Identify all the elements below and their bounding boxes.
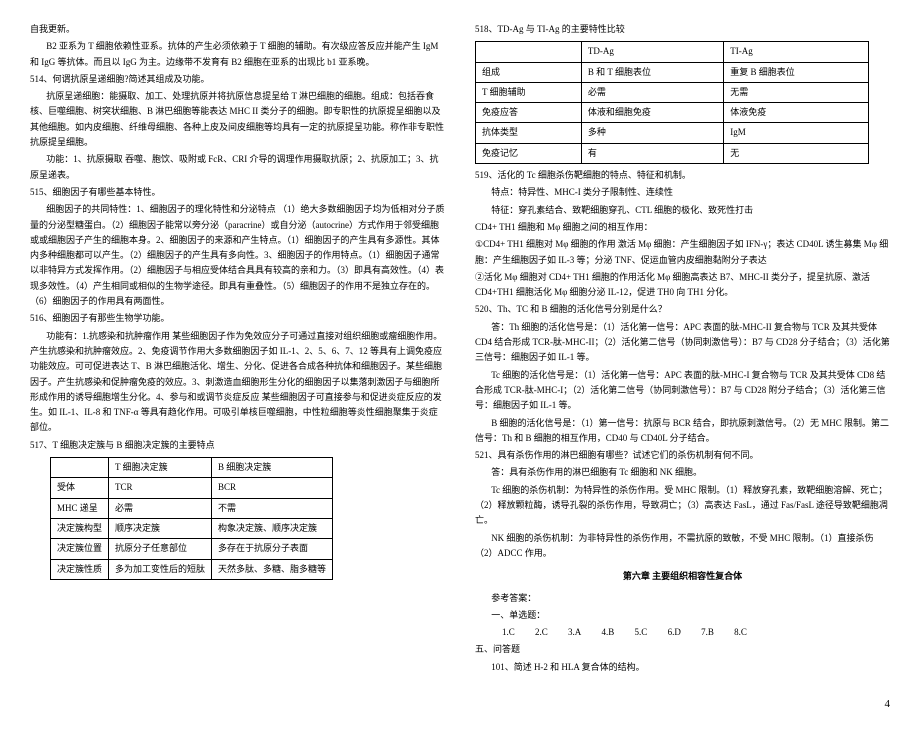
td: 多为加工变性后的短肽 <box>109 559 212 579</box>
td: 免疫应答 <box>476 103 582 123</box>
ans: 5.C <box>635 627 648 637</box>
text: 自我更新。 <box>30 22 445 37</box>
td: 无 <box>724 143 869 163</box>
question-514: 514、何谓抗原呈递细胞?简述其组成及功能。 <box>30 72 445 87</box>
th <box>476 42 582 62</box>
text: ①CD4+ TH1 细胞对 Mφ 细胞的作用 激活 Mφ 细胞：产生细胞因子如 … <box>475 237 890 268</box>
td: BCR <box>212 478 333 498</box>
th: T 细胞决定簇 <box>109 458 212 478</box>
td: 决定簇位置 <box>51 539 109 559</box>
td: B 和 T 细胞表位 <box>581 62 723 82</box>
text: 答：具有杀伤作用的淋巴细胞有 Tc 细胞和 NK 细胞。 <box>475 465 890 480</box>
ans: 2.C <box>535 627 548 637</box>
chapter-title: 第六章 主要组织相容性复合体 <box>475 569 890 584</box>
question-518: 518、TD-Ag 与 TI-Ag 的主要特性比较 <box>475 22 890 37</box>
table-518: TD-Ag TI-Ag 组成B 和 T 细胞表位重复 B 细胞表位 T 细胞辅助… <box>475 41 869 164</box>
page-number: 4 <box>475 695 890 714</box>
td: 构象决定簇、顺序决定簇 <box>212 518 333 538</box>
text: 特征：穿孔素结合、致靶细胞穿孔、CTL 细胞的极化、致死性打击 <box>475 203 890 218</box>
td: 免疫记忆 <box>476 143 582 163</box>
td: TCR <box>109 478 212 498</box>
question-516: 516、细胞因子有那些生物学功能。 <box>30 311 445 326</box>
ans: 1.C <box>502 627 515 637</box>
td: 体液和细胞免疫 <box>581 103 723 123</box>
td: 天然多肽、多糖、脂多糖等 <box>212 559 333 579</box>
section-label: 一、单选题： <box>475 608 890 623</box>
ans: 3.A <box>568 627 581 637</box>
text: CD4+ TH1 细胞和 Mφ 细胞之间的相互作用： <box>475 220 890 235</box>
text: 特点：特异性、MHC-I 类分子限制性、连续性 <box>475 185 890 200</box>
text: 抗原呈递细胞：能摄取、加工、处理抗原并将抗原信息提呈给 T 淋巴细胞的细胞。组成… <box>30 89 445 150</box>
text: NK 细胞的杀伤机制：为非特异性的杀伤作用，不需抗原的致敏，不受 MHC 限制。… <box>475 531 890 562</box>
td: IgM <box>724 123 869 143</box>
td: 受体 <box>51 478 109 498</box>
td: 体液免疫 <box>724 103 869 123</box>
td: 无需 <box>724 82 869 102</box>
text: ②活化 Mφ 细胞对 CD4+ TH1 细胞的作用活化 Mφ 细胞高表达 B7、… <box>475 270 890 301</box>
td: MHC 递呈 <box>51 498 109 518</box>
text: 细胞因子的共同特性：1、细胞因子的理化特性和分泌特点 （1）绝大多数细胞因子均为… <box>30 202 445 309</box>
text: 功能：1、抗原摄取 吞噬、胞饮、吸附或 FcR、CRI 介导的调理作用摄取抗原；… <box>30 152 445 183</box>
answer-label: 参考答案： <box>475 591 890 606</box>
answer-row: 1.C 2.C 3.A 4.B 5.C 6.D 7.B 8.C <box>475 625 890 640</box>
th: TI-Ag <box>724 42 869 62</box>
question-101: 101、简述 H-2 和 HLA 复合体的结构。 <box>475 660 890 675</box>
question-520: 520、Th、TC 和 B 细胞的活化信号分别是什么？ <box>475 302 890 317</box>
question-519: 519、活化的 Tc 细胞杀伤靶细胞的特点、特征和机制。 <box>475 168 890 183</box>
td: T 细胞辅助 <box>476 82 582 102</box>
ans: 8.C <box>734 627 747 637</box>
ans: 7.B <box>701 627 714 637</box>
td: 重复 B 细胞表位 <box>724 62 869 82</box>
td: 必需 <box>581 82 723 102</box>
text: B 细胞的活化信号是：（1）第一信号：抗原与 BCR 结合，即抗原刺激信号。（2… <box>475 416 890 447</box>
td: 抗体类型 <box>476 123 582 143</box>
section-label: 五、问答题 <box>475 642 890 657</box>
td: 顺序决定簇 <box>109 518 212 538</box>
td: 决定簇性质 <box>51 559 109 579</box>
text: Tc 细胞的杀伤机制：为特异性的杀伤作用。受 MHC 限制。（1）释放穿孔素，致… <box>475 483 890 529</box>
td: 抗原分子任意部位 <box>109 539 212 559</box>
question-515: 515、细胞因子有哪些基本特性。 <box>30 185 445 200</box>
th <box>51 458 109 478</box>
text: B2 亚系为 T 细胞依赖性亚系。抗体的产生必须依赖于 T 细胞的辅助。有次级应… <box>30 39 445 70</box>
td: 多存在于抗原分子表面 <box>212 539 333 559</box>
ans: 6.D <box>668 627 681 637</box>
question-517: 517、T 细胞决定簇与 B 细胞决定簇的主要特点 <box>30 438 445 453</box>
table-517: T 细胞决定簇 B 细胞决定簇 受体TCRBCR MHC 递呈必需不需 决定簇构… <box>50 457 333 580</box>
th: TD-Ag <box>581 42 723 62</box>
th: B 细胞决定簇 <box>212 458 333 478</box>
td: 有 <box>581 143 723 163</box>
ans: 4.B <box>602 627 615 637</box>
text: 功能有：1.抗感染和抗肿瘤作用 某些细胞因子作为免效应分子可通过直接对组织细胞或… <box>30 329 445 436</box>
text: Tc 细胞的活化信号是：（1）活化第一信号：APC 表面的肽-MHC-I 复合物… <box>475 368 890 414</box>
question-521: 521、具有杀伤作用的淋巴细胞有哪些？试述它们的杀伤机制有何不同。 <box>475 448 890 463</box>
td: 多种 <box>581 123 723 143</box>
td: 不需 <box>212 498 333 518</box>
td: 决定簇构型 <box>51 518 109 538</box>
text: 答：Th 细胞的活化信号是：（1）活化第一信号：APC 表面的肽-MHC-II … <box>475 320 890 366</box>
td: 必需 <box>109 498 212 518</box>
td: 组成 <box>476 62 582 82</box>
